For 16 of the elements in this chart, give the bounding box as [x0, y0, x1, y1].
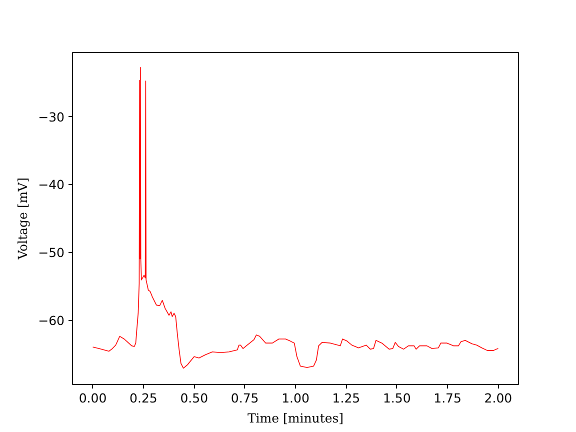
y-tick-label: −30: [38, 109, 65, 124]
x-tick-label: 1.75: [434, 390, 462, 406]
x-tick-label: 0.75: [230, 390, 259, 406]
y-tick-label: −40: [38, 177, 65, 192]
y-tick-label: −50: [38, 245, 65, 260]
x-axis-title: Time [minutes]: [247, 410, 344, 426]
x-tick-label: 2.00: [484, 390, 512, 406]
line-series: [92, 67, 499, 369]
x-tick-label: 1.25: [332, 390, 360, 406]
x-tick-label: 0.25: [130, 390, 158, 406]
y-tick-label: −60: [38, 313, 65, 328]
x-tick-label: 1.00: [282, 390, 310, 406]
x-tick-label: 0.00: [78, 390, 107, 406]
x-tick-label: 1.50: [382, 390, 411, 406]
x-tick-label: 0.50: [180, 390, 208, 406]
y-axis-title: Voltage [mV]: [15, 178, 30, 260]
